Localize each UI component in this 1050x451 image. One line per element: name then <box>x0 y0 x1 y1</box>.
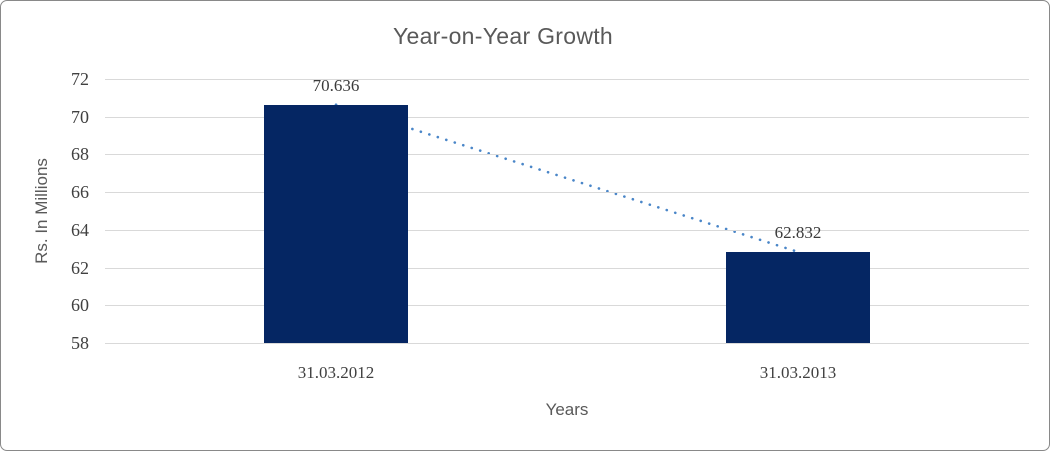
bar <box>726 251 870 343</box>
y-tick-label: 60 <box>71 295 89 316</box>
gridline <box>105 229 1029 231</box>
gridline <box>105 154 1029 156</box>
y-tick-label: 66 <box>71 182 89 203</box>
gridline <box>105 267 1029 269</box>
x-axis-title: Years <box>545 400 589 419</box>
gridline <box>105 192 1029 194</box>
x-category-label: 31.03.2013 <box>759 363 837 382</box>
y-tick-label: 70 <box>71 106 89 127</box>
gridline <box>105 116 1029 118</box>
y-tick-label: 72 <box>71 69 89 89</box>
gridline <box>105 79 1029 80</box>
y-tick-label: 62 <box>71 257 89 278</box>
chart-title: Year-on-Year Growth <box>392 23 614 49</box>
bar-data-label: 70.636 <box>312 75 360 95</box>
y-tick-label: 68 <box>71 144 89 165</box>
gridline <box>105 305 1029 307</box>
y-tick-label: 64 <box>71 219 89 240</box>
y-axis-title: Rs. In Millions <box>32 158 51 264</box>
x-category-label: 31.03.2012 <box>297 363 375 382</box>
y-tick-label: 58 <box>71 333 89 353</box>
bar-data-label: 62.832 <box>774 222 822 242</box>
gridline <box>105 343 1029 344</box>
bar <box>264 104 408 343</box>
